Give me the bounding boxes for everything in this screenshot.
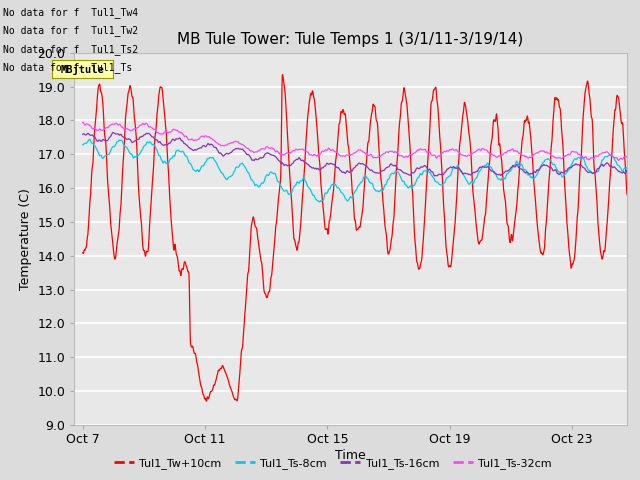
Text: MBjtule: MBjtule	[61, 64, 105, 74]
Legend: Tul1_Tw+10cm, Tul1_Ts-8cm, Tul1_Ts-16cm, Tul1_Ts-32cm: Tul1_Tw+10cm, Tul1_Ts-8cm, Tul1_Ts-16cm,…	[109, 454, 556, 473]
Text: No data for f  Tul1_Ts2: No data for f Tul1_Ts2	[3, 44, 138, 55]
X-axis label: Time: Time	[335, 449, 366, 462]
Title: MB Tule Tower: Tule Temps 1 (3/1/11-3/19/14): MB Tule Tower: Tule Temps 1 (3/1/11-3/19…	[177, 33, 524, 48]
Text: No data for f  Tul1_Tw2: No data for f Tul1_Tw2	[3, 25, 138, 36]
Y-axis label: Temperature (C): Temperature (C)	[19, 188, 32, 290]
Text: No data for f  Tul1_Ts: No data for f Tul1_Ts	[3, 62, 132, 73]
Text: No data for f  Tul1_Tw4: No data for f Tul1_Tw4	[3, 7, 138, 18]
